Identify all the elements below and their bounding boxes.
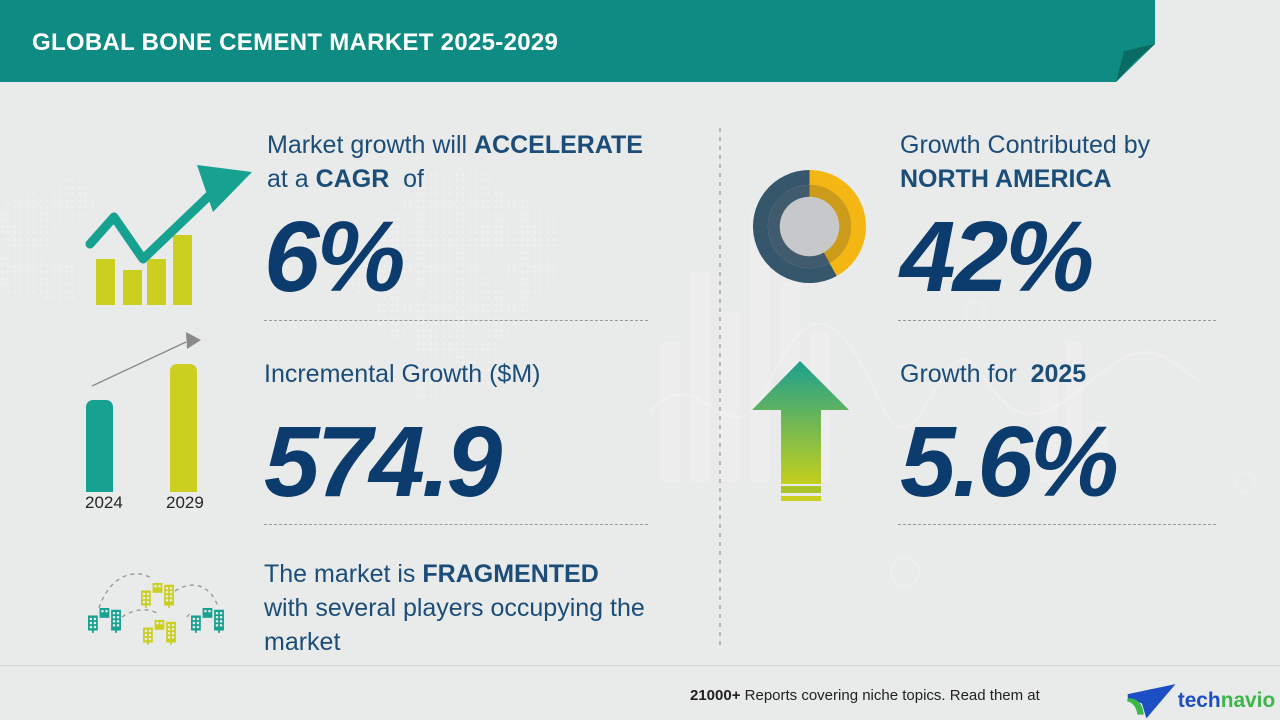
svg-text:technavio: technavio	[1178, 689, 1275, 712]
